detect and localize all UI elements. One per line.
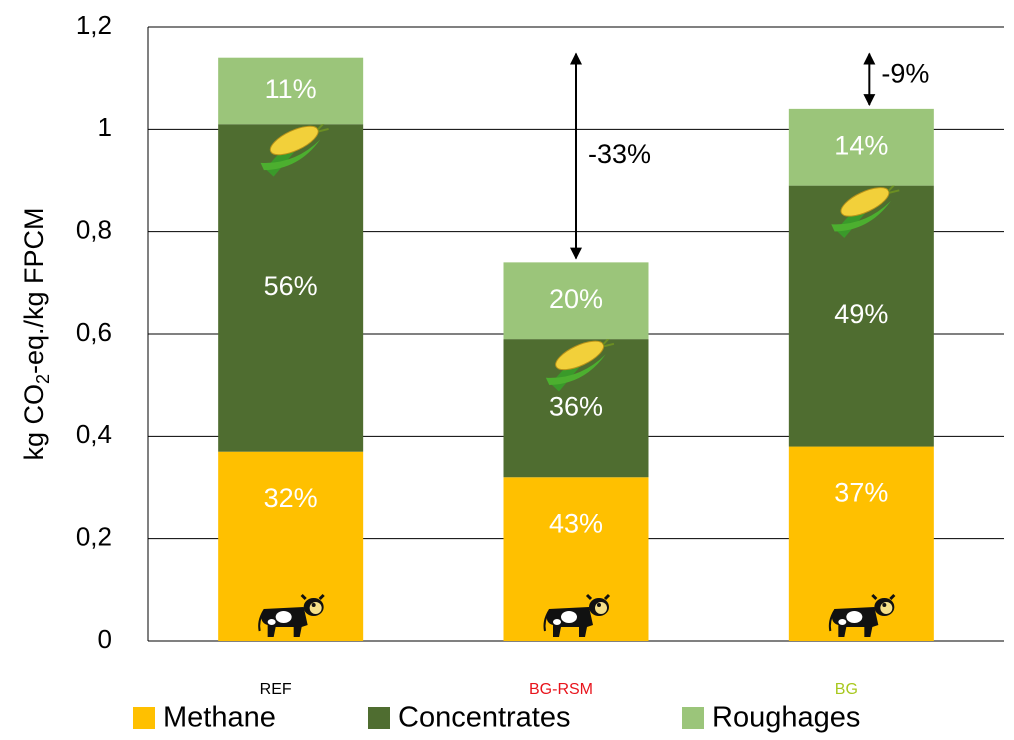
legend-swatch [133,707,155,729]
share-label: 43% [549,508,603,538]
x-tick-label: REF [260,681,292,698]
cow-icon [543,593,611,637]
share-label: 11% [265,74,317,104]
share-label: 49% [834,299,888,329]
legend-label: Methane [163,702,276,734]
y-axis-label: kg CO2-eq./kg FPCM [19,207,53,460]
cow-icon [828,593,896,637]
share-label: 32% [264,483,318,513]
bar-segment [218,57,364,125]
corn-leaf [831,200,891,232]
cow-eye [882,603,887,607]
y-label-part: kg CO [19,384,49,461]
cow-spot [561,611,577,623]
cow-spot [846,611,863,623]
y-tick-label: 0,2 [76,522,112,552]
corn-icon [831,182,900,239]
cow-tail [828,610,836,632]
corn-cob [555,340,605,371]
cow-icon [258,593,325,637]
x-tick-label: BG [835,681,858,698]
cow-eye [311,603,316,607]
cow-tail [258,610,265,632]
cow-spot [275,611,292,623]
y-label-sub: 2 [33,374,53,384]
legend-swatch [682,707,704,729]
cow-horns [871,593,896,601]
corn-leaf [260,139,321,171]
share-label: 14% [834,130,888,160]
cow-face [595,602,607,614]
share-label: 36% [549,391,603,421]
cow-spot [267,619,276,625]
y-tick-label: 0,6 [76,317,112,347]
corn-icon [545,335,615,392]
cow-face [880,602,893,614]
corn-cob [840,187,890,217]
y-tick-label: 0 [98,624,112,654]
legend-label: Roughages [712,702,860,734]
share-label: 56% [264,271,318,301]
reduction-label: -33% [588,139,651,169]
y-tick-label: 0,8 [76,215,112,245]
cow-horns [585,593,611,601]
reduction-label: -9% [881,58,929,88]
legend-swatch [368,707,390,729]
cow-tail [543,610,550,632]
share-label: 37% [834,478,888,508]
corn-icon [260,121,329,177]
corn-leaf [545,354,606,386]
bar-segment [788,108,934,186]
x-tick-label: BG-RSM [529,681,593,698]
bar-segment [218,124,364,452]
y-tick-label: 1 [98,112,112,142]
y-label-part: -eq./kg FPCM [19,207,49,374]
bar-segment [503,262,649,340]
cow-face [309,602,322,614]
y-tick-label: 0,4 [76,419,112,449]
bar-segment [788,185,934,447]
legend-label: Concentrates [398,702,571,734]
cow-spot [838,619,847,625]
share-label: 20% [549,284,603,314]
cow-eye [597,603,601,607]
y-tick-label: 1,2 [76,10,112,40]
cow-horns [300,593,325,601]
cow-spot [553,619,561,625]
